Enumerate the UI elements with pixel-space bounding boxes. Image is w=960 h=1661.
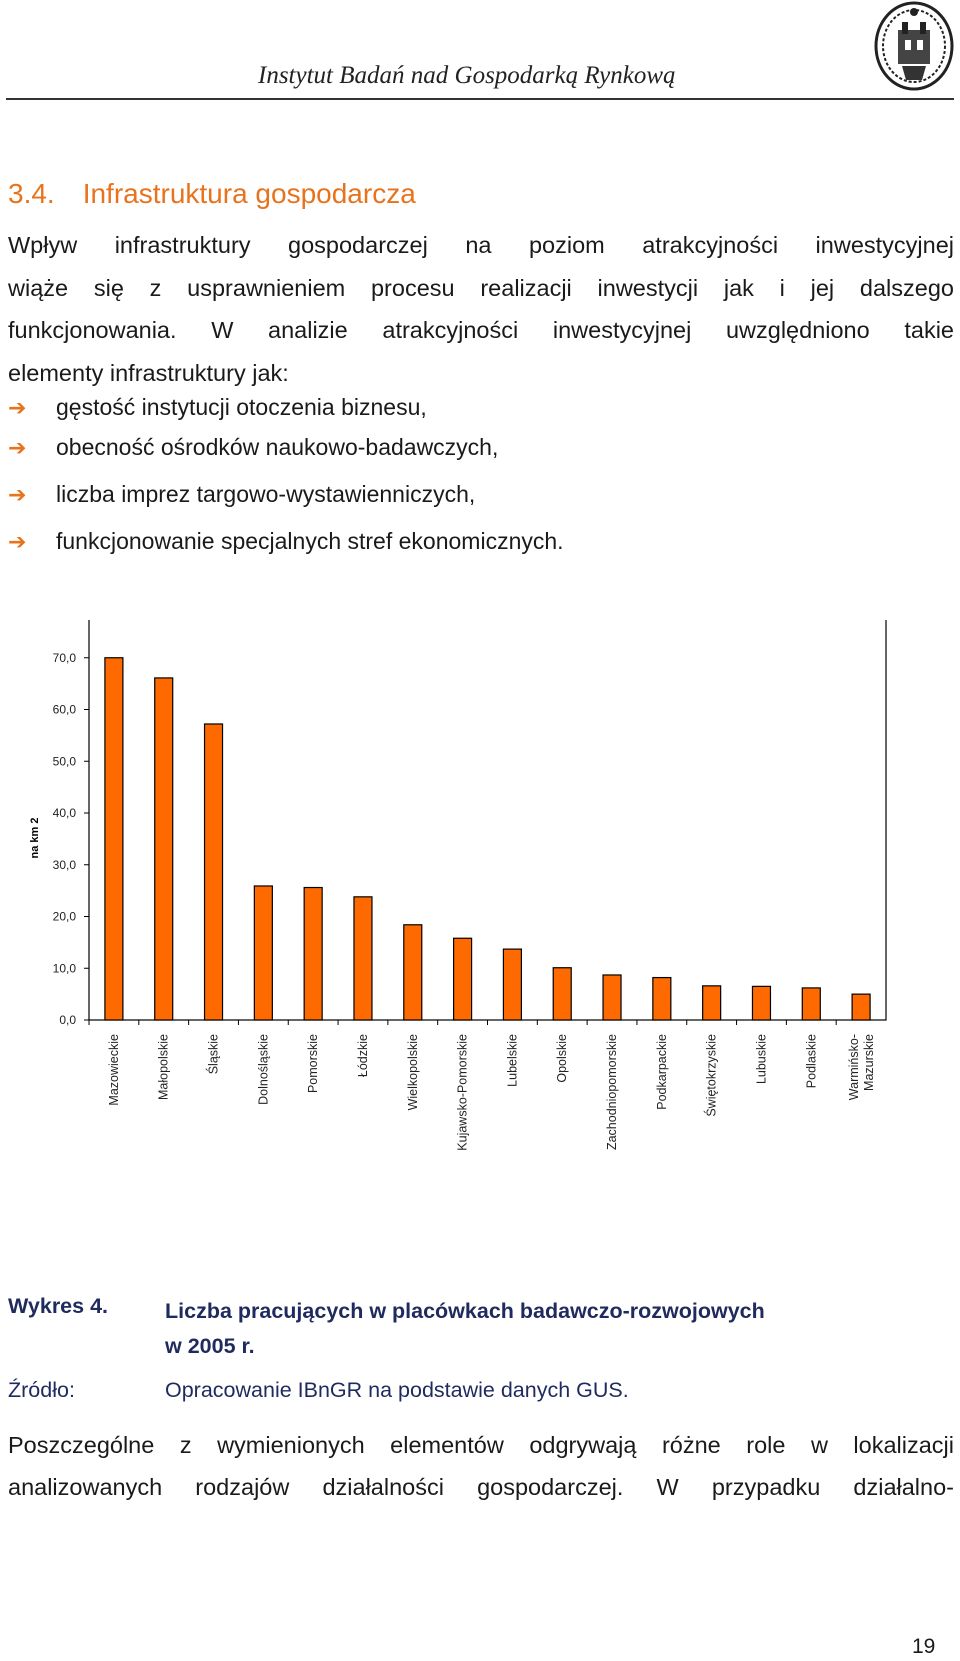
x-tick-label: Pomorskie: [306, 1034, 320, 1093]
y-axis-label: na km 2: [29, 818, 41, 859]
intro-line: wiąże się z usprawnieniem procesu realiz…: [8, 274, 954, 301]
bar: [652, 976, 672, 1021]
x-tick-label: Łódzkie: [356, 1034, 370, 1077]
bar: [801, 987, 821, 1021]
right-arrow-icon: ➔: [8, 396, 27, 421]
x-tick-label: Opolskie: [555, 1034, 569, 1083]
y-tick-label: 70,0: [53, 651, 77, 665]
page-number: 19: [912, 1635, 936, 1658]
x-tick-label: Lubelskie: [505, 1034, 519, 1087]
bar: [154, 677, 174, 1021]
y-tick-label: 40,0: [53, 806, 77, 820]
y-tick-label: 60,0: [53, 703, 77, 717]
bar: [104, 657, 124, 1021]
bullet-text: liczba imprez targowo-wystawienniczych,: [56, 481, 476, 507]
intro-line: Wpływ infrastruktury gospodarczej na poz…: [8, 232, 954, 258]
bar: [452, 937, 473, 1021]
right-arrow-icon: ➔: [8, 530, 27, 555]
bar: [203, 723, 224, 1021]
bar: [702, 985, 722, 1021]
x-tick-label: Podkarpackie: [655, 1034, 669, 1110]
closing-line: Poszczególne z wymienionych elementów od…: [8, 1432, 954, 1458]
y-tick-label: 0,0: [59, 1013, 76, 1027]
y-tick-label: 30,0: [53, 858, 77, 872]
x-tick-label: Mazowieckie: [107, 1034, 121, 1106]
bullet-item: ➔ obecność ośrodków naukowo-badawczych,: [8, 434, 498, 461]
figure-caption: Liczba pracujących w placówkach badawczo…: [165, 1294, 885, 1364]
bullet-item: ➔ liczba imprez targowo-wystawienniczych,: [8, 481, 475, 508]
right-arrow-icon: ➔: [8, 483, 27, 508]
source-text: Opracowanie IBnGR na podstawie danych GU…: [165, 1378, 629, 1402]
x-tick-label: Dolnośląskie: [256, 1034, 270, 1105]
caption-line: w 2005 r.: [165, 1334, 255, 1358]
closing-line: analizowanych rodzajów działalności gosp…: [8, 1474, 954, 1500]
intro-paragraph: Wpływ infrastruktury gospodarczej na poz…: [8, 224, 954, 394]
x-tick-label: Zachodniopomorskie: [605, 1034, 619, 1150]
bar: [253, 885, 273, 1021]
x-tick-label: Świętokrzyskie: [704, 1034, 719, 1117]
intro-line: elementy infrastruktury jak:: [8, 359, 289, 386]
x-tick-label: Wielkopolskie: [406, 1034, 420, 1110]
institute-seal-logo: [872, 0, 956, 96]
section-heading: 3.4. Infrastruktura gospodarcza: [8, 178, 416, 210]
bar-chart: 0,010,020,030,040,050,060,070,080,0 Mazo…: [29, 620, 887, 1151]
section-title: Infrastruktura gospodarcza: [82, 178, 416, 209]
y-tick-label: 10,0: [53, 961, 77, 975]
bar: [552, 967, 572, 1021]
caption-line: Liczba pracujących w placówkach badawczo…: [165, 1299, 765, 1323]
intro-line: funkcjonowania. W analizie atrakcyjności…: [8, 317, 954, 343]
bullet-item: ➔ gęstość instytucji otoczenia biznesu,: [8, 394, 427, 421]
x-tick-label: Małopolskie: [157, 1034, 171, 1100]
bar: [403, 924, 423, 1021]
bullet-text: funkcjonowanie specjalnych stref ekonomi…: [56, 528, 564, 554]
bar: [751, 985, 772, 1021]
x-tick-label: Podlaskie: [804, 1034, 818, 1088]
bar: [502, 948, 523, 1021]
bullet-text: gęstość instytucji otoczenia biznesu,: [56, 394, 427, 420]
x-tick-label: Śląskie: [206, 1034, 221, 1074]
header-title: Instytut Badań nad Gospodarką Rynkową: [258, 62, 676, 89]
closing-paragraph: Poszczególne z wymienionych elementów od…: [8, 1424, 954, 1508]
bullet-item: ➔ funkcjonowanie specjalnych stref ekonom…: [8, 528, 564, 555]
y-tick-label: 50,0: [53, 754, 77, 768]
bar: [303, 886, 323, 1021]
bar: [353, 896, 373, 1021]
header-divider: [6, 98, 954, 100]
source-label: Źródło:: [8, 1378, 75, 1402]
y-tick-label: 20,0: [53, 910, 77, 924]
figure-label: Wykres 4.: [8, 1294, 109, 1318]
bar: [602, 974, 622, 1021]
x-tick-label: Warmińsko-Mazurskie: [847, 1034, 876, 1100]
x-tick-label: Lubuskie: [754, 1034, 768, 1084]
bar: [851, 993, 871, 1021]
section-number: 3.4.: [8, 178, 55, 209]
x-tick-label: Kujawsko-Pomorskie: [456, 1034, 470, 1151]
bullet-text: obecność ośrodków naukowo-badawczych,: [56, 434, 499, 460]
right-arrow-icon: ➔: [8, 436, 27, 461]
